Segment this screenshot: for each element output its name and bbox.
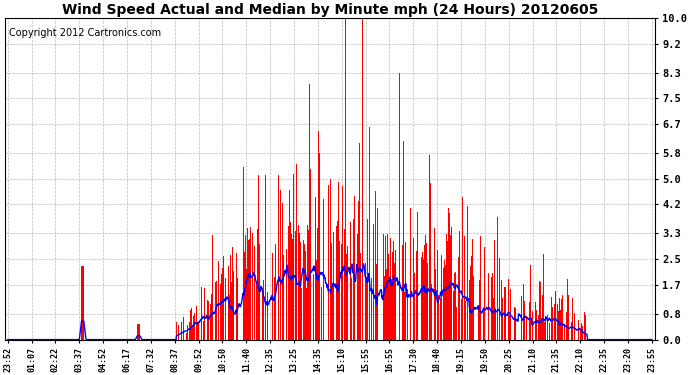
- Text: Copyright 2012 Cartronics.com: Copyright 2012 Cartronics.com: [9, 28, 161, 38]
- Title: Wind Speed Actual and Median by Minute mph (24 Hours) 20120605: Wind Speed Actual and Median by Minute m…: [62, 3, 598, 17]
